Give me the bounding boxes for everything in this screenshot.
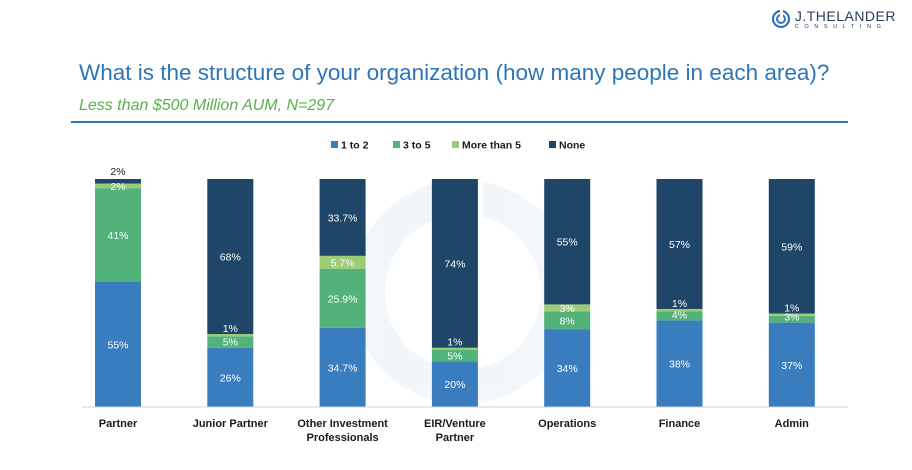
legend-label: More than 5 (462, 140, 521, 152)
data-label: 2% (110, 166, 125, 178)
bar-segment (544, 329, 591, 407)
bar-segment (95, 188, 141, 282)
chart-legend: 1 to 2 3 to 5 More than 5 None (331, 140, 585, 152)
data-label: 55% (107, 339, 128, 351)
bar-segment (768, 322, 815, 407)
bar-segment (207, 179, 254, 335)
data-label: 59% (781, 241, 802, 253)
bar-segment (656, 179, 703, 309)
bar-segment (431, 361, 478, 407)
brand-name: J.THELANDER (794, 8, 896, 24)
x-tick-label: Other Investment (297, 418, 388, 430)
spiral-logo-icon (771, 9, 790, 29)
bar-segment (656, 311, 703, 321)
data-label: 55% (557, 237, 578, 249)
bar-segment (207, 347, 254, 407)
bar-segment (319, 255, 366, 269)
data-label: 2% (110, 181, 125, 193)
brand-subtitle: CONSULTING (794, 24, 887, 30)
x-tick-label: Partner (436, 432, 475, 444)
bar-segment (431, 179, 478, 348)
x-tick-label: Admin (775, 418, 810, 430)
bar-segment (431, 350, 478, 362)
data-label: 8% (560, 315, 575, 327)
data-label: 5.7% (331, 257, 355, 269)
data-label: 1% (447, 337, 462, 349)
legend-label: 3 to 5 (403, 140, 431, 152)
bar-segment (95, 281, 141, 407)
x-axis-labels: Partner Junior Partner Other Investment Pro… (99, 418, 809, 444)
data-label: 33.7% (328, 212, 358, 224)
bar-segment (544, 304, 591, 312)
bar-segment (207, 334, 254, 337)
x-tick-label: Professionals (307, 432, 379, 444)
bar-segment (768, 313, 815, 316)
data-label: 68% (220, 252, 241, 264)
bar-segment (656, 308, 703, 312)
bar-segment (319, 179, 366, 256)
legend-label: 1 to 2 (341, 140, 369, 152)
data-label: 74% (444, 258, 465, 270)
data-label: 5% (447, 350, 462, 362)
x-tick-label: Partner (99, 418, 138, 430)
x-tick-label: Finance (659, 418, 701, 430)
x-tick-label: Junior Partner (193, 418, 269, 430)
bar-segment (544, 311, 591, 330)
data-label: 20% (444, 379, 465, 391)
data-label: 34% (557, 363, 578, 375)
data-label: 1% (223, 323, 238, 335)
data-label: 3% (784, 312, 799, 324)
data-label: 1% (672, 298, 687, 310)
legend-swatch (331, 141, 338, 148)
brand-logo: J.THELANDER CONSULTING (771, 8, 896, 31)
data-label: 25.9% (328, 293, 358, 305)
data-label: 1% (784, 303, 799, 315)
title-text: What is the structure of your organizati… (79, 60, 830, 85)
title-subtitle: Less than $500 Million AUM, N=297 (79, 97, 335, 114)
chart-bars: 55%41%2%2%26%5%1%68%34.7%25.9%5.7%33.7%2… (95, 166, 815, 407)
bar-segment (319, 327, 366, 407)
x-tick-label: Operations (538, 418, 596, 430)
bar-segment (656, 320, 703, 407)
page-title: What is the structure of your organizati… (79, 58, 839, 121)
data-label: 34.7% (328, 362, 358, 374)
data-label: 37% (781, 360, 802, 372)
bar-segment (207, 336, 254, 348)
legend-swatch (393, 141, 400, 148)
bar-segment (431, 347, 478, 350)
data-label: 5% (223, 337, 238, 349)
legend-swatch (549, 141, 556, 148)
bar-segment (319, 268, 366, 328)
data-label: 41% (107, 230, 128, 242)
data-label: 26% (220, 372, 241, 384)
bar-segment (544, 179, 591, 305)
data-label: 38% (669, 359, 690, 371)
bar-segment (95, 183, 141, 189)
data-label: 57% (669, 239, 690, 251)
legend-swatch (452, 141, 459, 148)
x-tick-label: EIR/Venture (424, 418, 486, 430)
data-label: 4% (672, 309, 687, 321)
bar-segment (768, 315, 815, 323)
title-divider (71, 121, 848, 123)
legend-label: None (559, 140, 585, 152)
data-label: 3% (560, 303, 575, 315)
bar-segment (768, 179, 815, 314)
bar-segment (95, 179, 141, 184)
